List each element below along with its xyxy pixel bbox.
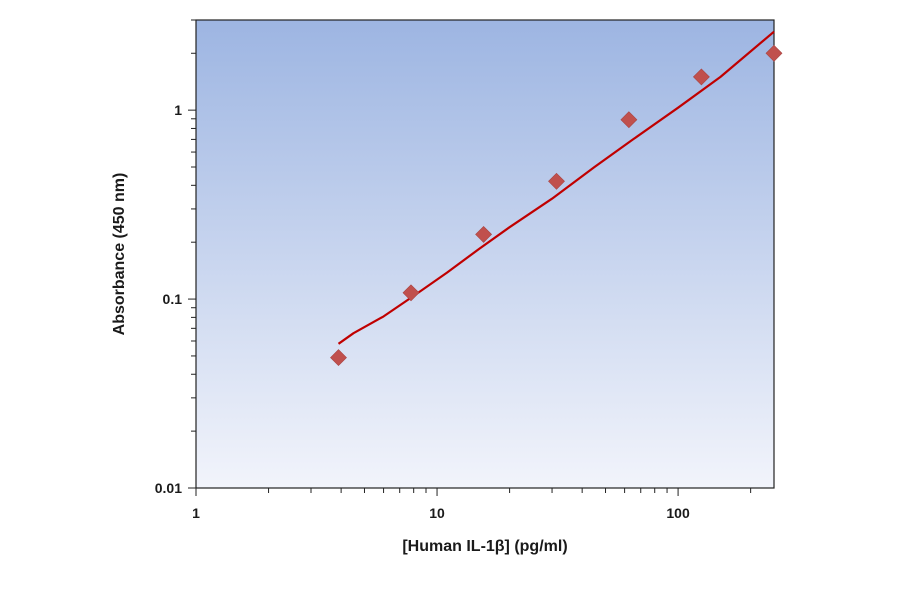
x-axis-tick-labels: 1 10 100 [192,505,690,521]
data-point [330,349,347,367]
y-tick-label: 0.1 [163,291,183,307]
data-points-group [330,44,783,367]
data-point [475,225,493,243]
x-axis-ticks [195,488,752,496]
y-axis-tick-labels: 0.01 0.1 1 [155,102,182,496]
y-axis-title: Absorbance (450 nm) [111,173,128,336]
fit-line [337,30,775,345]
data-point [765,44,783,62]
x-tick-label: 100 [666,505,690,521]
fit-line-group [337,30,775,345]
x-tick-label: 10 [429,505,445,521]
data-point [402,284,420,302]
data-point [620,111,638,129]
y-tick-label: 0.01 [155,480,182,496]
y-tick-label: 1 [174,102,182,118]
y-axis-ticks [188,19,196,489]
data-point [692,68,710,86]
x-tick-label: 1 [192,505,200,521]
plot-area [195,19,775,489]
x-axis-title: [Human IL-1β] (pg/ml) [402,538,567,555]
data-point [548,172,565,190]
